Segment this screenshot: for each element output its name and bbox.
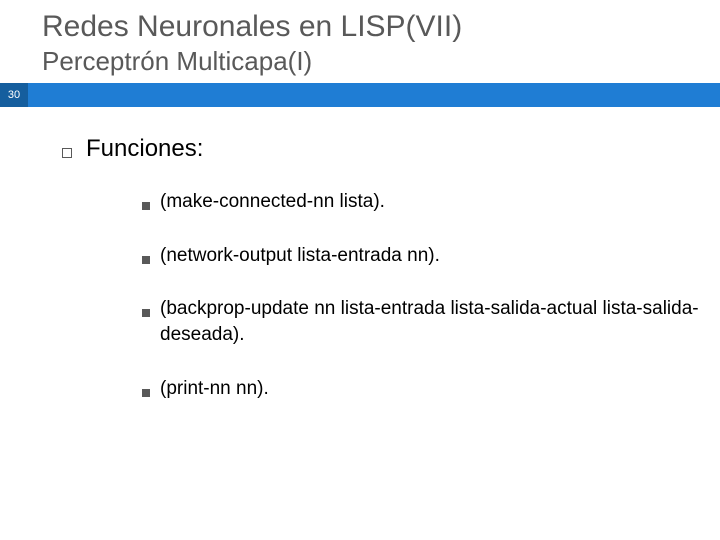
list-item: (print-nn nn). <box>142 376 702 402</box>
square-outline-bullet-icon <box>62 148 72 158</box>
content-area: Funciones: (make-connected-nn lista). (n… <box>0 107 720 401</box>
square-bullet-icon <box>142 309 150 317</box>
list-item: (network-output lista-entrada nn). <box>142 243 702 269</box>
list-item-text: (print-nn nn). <box>160 376 269 402</box>
square-bullet-icon <box>142 389 150 397</box>
slide-title: Redes Neuronales en LISP(VII) <box>0 0 720 46</box>
accent-bar: 30 <box>0 83 720 107</box>
section-heading: Funciones: <box>62 135 720 163</box>
list-item-text: (network-output lista-entrada nn). <box>160 243 440 269</box>
list-item-text: (make-connected-nn lista). <box>160 189 385 215</box>
square-bullet-icon <box>142 202 150 210</box>
list-item-text: (backprop-update nn lista-entrada lista-… <box>160 296 702 347</box>
section-label: Funciones: <box>86 135 203 163</box>
square-bullet-icon <box>142 256 150 264</box>
slide-subtitle: Perceptrón Multicapa(I) <box>0 46 720 83</box>
page-number: 30 <box>0 83 28 107</box>
list-item: (backprop-update nn lista-entrada lista-… <box>142 296 702 347</box>
list-item: (make-connected-nn lista). <box>142 189 702 215</box>
